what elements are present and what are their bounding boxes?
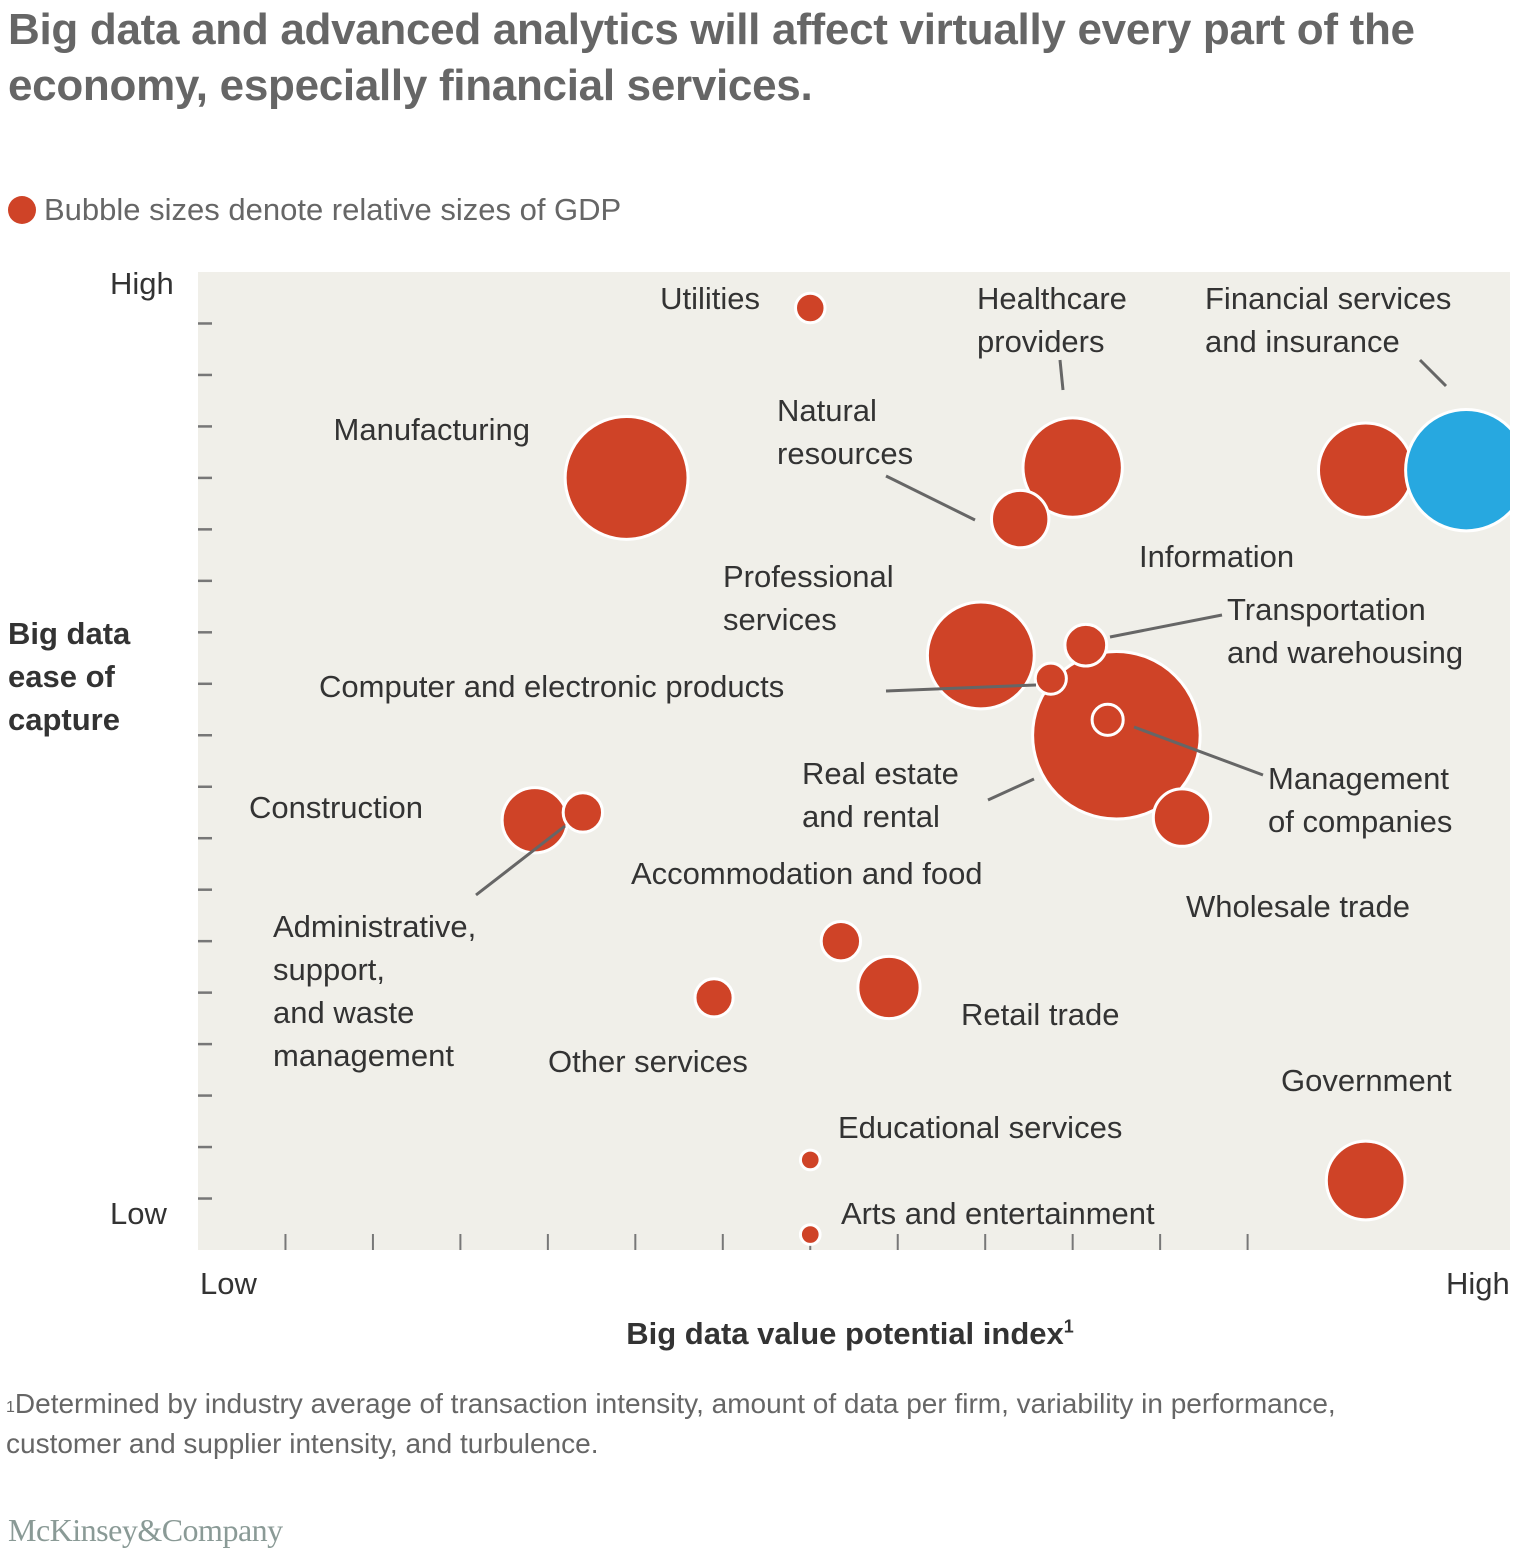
bubble-label-accommodation-and-food: Accommodation and food — [631, 856, 983, 891]
bubble-label-line: Arts and entertainment — [841, 1196, 1155, 1231]
bubble-label-line: Utilities — [660, 281, 760, 316]
bubbles — [500, 291, 1510, 1246]
bubble-wholesale-trade — [1151, 787, 1213, 848]
bubble-label-line: Transportation — [1227, 592, 1426, 627]
bubble-label-line: Accommodation and food — [631, 856, 983, 891]
bubble-financial-services-and-insurance — [1404, 408, 1510, 533]
x-axis-title: Big data value potential index1 — [0, 1316, 1536, 1352]
bubble-legend-icon — [8, 196, 36, 224]
bubble-utilities — [794, 291, 827, 325]
bubble-computer-and-electronic-products — [1033, 661, 1068, 696]
leader-line-administrative-support-and-waste-management — [475, 824, 566, 897]
bubble-label-utilities: Utilities — [660, 281, 760, 316]
bubble-label-line: Wholesale trade — [1186, 889, 1410, 924]
bubble-arts-and-entertainment — [798, 1223, 822, 1246]
bubble-information — [1316, 421, 1415, 519]
bubble-retail-trade — [856, 954, 922, 1021]
footnote: 1Determined by industry average of trans… — [6, 1384, 1426, 1464]
x-axis-low-label: Low — [200, 1266, 257, 1301]
bubble-other-services — [693, 977, 735, 1019]
bubble-label-management-of-companies: Management of companies — [1268, 761, 1452, 839]
bubble-label-line: Information — [1139, 539, 1294, 574]
bubble-label-natural-resources: Natural resources — [777, 393, 913, 471]
bubble-government — [1324, 1139, 1407, 1222]
bubble-label-line: of companies — [1268, 804, 1452, 839]
bubble-label-retail-trade: Retail trade — [961, 997, 1120, 1032]
bubble-label-line: Government — [1281, 1063, 1452, 1098]
x-axis-title-text: Big data value potential index — [626, 1316, 1064, 1351]
bubble-label-line: and insurance — [1205, 324, 1400, 359]
bubble-label-line: services — [723, 602, 837, 637]
bubble-label-line: Educational services — [838, 1110, 1122, 1145]
leader-line-management-of-companies — [1133, 725, 1264, 777]
leader-line-real-estate-and-rental — [987, 777, 1035, 802]
bubble-label-line: and warehousing — [1227, 635, 1463, 670]
leader-line-computer-and-electronic-products — [885, 683, 1037, 693]
footnote-text: Determined by industry average of transa… — [6, 1388, 1336, 1459]
bubble-label-line: Retail trade — [961, 997, 1120, 1032]
bubble-educational-services — [798, 1148, 822, 1172]
plot-area — [198, 272, 1510, 1250]
bubble-label-real-estate-and-rental: Real estate and rental — [802, 756, 959, 834]
bubble-real-estate-and-rental — [1031, 649, 1202, 821]
bubble-label-line: Management — [1268, 761, 1449, 796]
bubble-label-line: management — [273, 1038, 454, 1073]
bubble-label-line: providers — [977, 324, 1105, 359]
leader-line-natural-resources — [885, 474, 976, 522]
leader-line-transportation-and-warehousing — [1109, 613, 1223, 639]
bubble-label-construction: Construction — [249, 790, 423, 825]
bubble-label-line: Computer and electronic products — [319, 669, 784, 704]
bubble-label-wholesale-trade: Wholesale trade — [1186, 889, 1410, 924]
x-axis-title-footnote-marker: 1 — [1063, 1316, 1074, 1337]
bubble-label-information: Information — [1139, 539, 1294, 574]
chart-title: Big data and advanced analytics will aff… — [8, 5, 1415, 110]
footnote-marker: 1 — [6, 1399, 15, 1416]
bubble-label-manufacturing: Manufacturing — [334, 412, 530, 447]
leader-line-financial-services-and-insurance — [1418, 358, 1448, 388]
bubble-construction — [500, 786, 569, 855]
bubble-label-arts-and-entertainment: Arts and entertainment — [841, 1196, 1155, 1231]
bubble-label-transportation-and-warehousing: Transportation and warehousing — [1227, 592, 1463, 670]
bubble-label-line: Administrative, — [273, 909, 476, 944]
bubble-label-computer-and-electronic-products: Computer and electronic products — [319, 669, 784, 704]
bubble-label-professional-services: Professional services — [723, 559, 894, 637]
bubble-label-line: support, — [273, 952, 385, 987]
bubble-transportation-and-warehousing — [1063, 622, 1109, 668]
bubble-label-administrative-support-and-waste-management: Administrative, support, and waste manageme… — [273, 909, 476, 1073]
bubble-label-line: Other services — [548, 1044, 748, 1079]
bubble-label-line: Healthcare — [977, 281, 1127, 316]
bubble-healthcare-providers — [1021, 416, 1124, 519]
bubble-label-line: resources — [777, 436, 913, 471]
bubble-accommodation-and-food — [819, 919, 863, 963]
legend-text: Bubble sizes denote relative sizes of GD… — [44, 192, 622, 227]
bubble-manufacturing — [563, 414, 690, 541]
bubble-label-line: Natural — [777, 393, 877, 428]
bubble-management-of-companies — [1090, 702, 1125, 737]
bubble-administrative-support-and-waste-management — [561, 791, 605, 834]
y-axis-high-label: High — [110, 266, 174, 301]
bubble-label-line: Financial services — [1205, 281, 1451, 316]
bubble-natural-resources — [990, 488, 1051, 550]
bubble-label-government: Government — [1281, 1063, 1452, 1098]
bubble-label-line: Construction — [249, 790, 423, 825]
bubble-label-line: and rental — [802, 799, 940, 834]
bubble-label-line: Manufacturing — [334, 412, 530, 447]
y-axis-low-label: Low — [110, 1196, 167, 1231]
bubble-label-line: and waste — [273, 995, 414, 1030]
bubble-label-educational-services: Educational services — [838, 1110, 1122, 1145]
x-axis-high-label: High — [1446, 1266, 1510, 1301]
bubble-label-financial-services-and-insurance: Financial services and insurance — [1205, 281, 1451, 359]
bubble-label-healthcare-providers: Healthcare providers — [977, 281, 1127, 359]
bubble-label-line: Professional — [723, 559, 894, 594]
y-axis-title: Big data ease of capture — [8, 616, 131, 737]
legend: Bubble sizes denote relative sizes of GD… — [8, 192, 621, 228]
bubble-professional-services — [925, 600, 1036, 711]
bubble-label-line: Real estate — [802, 756, 959, 791]
brand-logo: McKinsey&Company — [8, 1512, 283, 1548]
leader-line-healthcare-providers — [1058, 359, 1065, 391]
bubble-label-other-services: Other services — [548, 1044, 748, 1079]
